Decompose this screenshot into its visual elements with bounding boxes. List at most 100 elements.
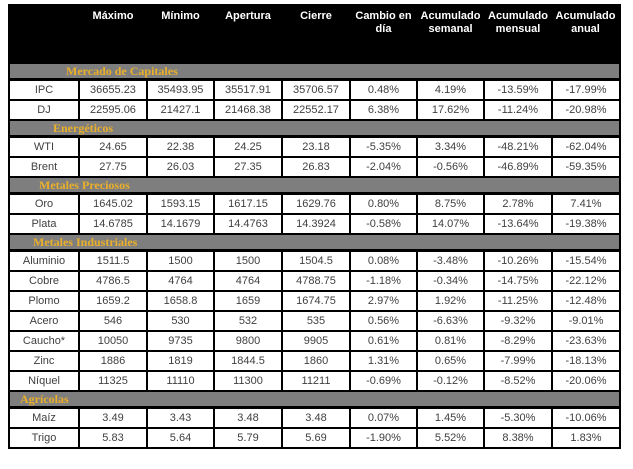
cell-value: 11300 <box>213 370 283 392</box>
cell-value: -18.13% <box>551 350 621 372</box>
cell-value: -10.06% <box>551 406 621 429</box>
cell-value: 1.83% <box>551 427 621 449</box>
cell-value: -9.32% <box>483 310 553 332</box>
cell-value: -0.34% <box>416 270 485 292</box>
cell-value: 35706.57 <box>281 78 351 101</box>
cell-value: -48.21% <box>483 135 553 158</box>
cell-value: 5.79 <box>213 427 283 449</box>
cell-value: 1629.76 <box>281 192 351 215</box>
cell-value: -59.35% <box>551 156 621 178</box>
table-row: IPC 36655.23 35493.95 35517.91 35706.57 0.48%… <box>8 78 621 101</box>
cell-value: 14.4763 <box>213 213 283 235</box>
cell-value: 1886 <box>78 350 148 372</box>
cell-value: -19.38% <box>551 213 621 235</box>
cell-value: 0.07% <box>349 406 418 429</box>
cell-value: 8.75% <box>416 192 485 215</box>
section-header-row: Energéticos <box>8 119 621 138</box>
cell-value: 1860 <box>281 350 351 372</box>
cell-value: 4764 <box>146 270 215 292</box>
cell-value: -17.99% <box>551 78 621 101</box>
cell-value: -11.25% <box>483 290 553 312</box>
cell-value: 10050 <box>78 330 148 352</box>
cell-value: 1.92% <box>416 290 485 312</box>
cell-value: 0.65% <box>416 350 485 372</box>
row-label: Acero <box>8 310 80 332</box>
col-header-acumulado-semanal: Acumulado semanal <box>417 5 484 63</box>
cell-value: -14.75% <box>483 270 553 292</box>
cell-value: 6.38% <box>349 99 418 121</box>
cell-value: 1659 <box>213 290 283 312</box>
cell-value: 1500 <box>146 249 215 272</box>
cell-value: 0.80% <box>349 192 418 215</box>
cell-value: -13.64% <box>483 213 553 235</box>
cell-value: 11110 <box>146 370 215 392</box>
cell-value: 0.56% <box>349 310 418 332</box>
cell-value: -20.06% <box>551 370 621 392</box>
cell-value: 22552.17 <box>281 99 351 121</box>
table-body: Mercado de Capitales IPC 36655.23 35493.95 3… <box>8 62 621 449</box>
section-title: Mercado de Capitales <box>8 62 621 81</box>
section-title: Metales Industriales <box>8 233 621 252</box>
cell-value: 5.69 <box>281 427 351 449</box>
cell-value: 23.18 <box>281 135 351 158</box>
cell-value: 3.49 <box>78 406 148 429</box>
cell-value: -2.04% <box>349 156 418 178</box>
cell-value: 1511.5 <box>78 249 148 272</box>
cell-value: -12.48% <box>551 290 621 312</box>
cell-value: -8.52% <box>483 370 553 392</box>
cell-value: 22.38 <box>146 135 215 158</box>
col-header-cambio-dia: Cambio en día <box>350 5 417 63</box>
cell-value: -8.29% <box>483 330 553 352</box>
cell-value: 0.81% <box>416 330 485 352</box>
cell-value: -0.69% <box>349 370 418 392</box>
cell-value: 3.48 <box>213 406 283 429</box>
col-header-apertura: Apertura <box>214 5 282 63</box>
cell-value: -0.58% <box>349 213 418 235</box>
cell-value: 22595.06 <box>78 99 148 121</box>
cell-value: 14.6785 <box>78 213 148 235</box>
col-header-minimo: Mínimo <box>147 5 214 63</box>
cell-value: -9.01% <box>551 310 621 332</box>
cell-value: 35517.91 <box>213 78 283 101</box>
row-label: Zinc <box>8 350 80 372</box>
cell-value: 11211 <box>281 370 351 392</box>
cell-value: -15.54% <box>551 249 621 272</box>
cell-value: 1844.5 <box>213 350 283 372</box>
row-label: Brent <box>8 156 80 178</box>
cell-value: 26.03 <box>146 156 215 178</box>
cell-value: 0.61% <box>349 330 418 352</box>
cell-value: 3.43 <box>146 406 215 429</box>
cell-value: 530 <box>146 310 215 332</box>
row-label: Caucho* <box>8 330 80 352</box>
row-label: Cobre <box>8 270 80 292</box>
cell-value: 1.45% <box>416 406 485 429</box>
cell-value: 11325 <box>78 370 148 392</box>
cell-value: -7.99% <box>483 350 553 372</box>
row-label: Oro <box>8 192 80 215</box>
cell-value: -3.48% <box>416 249 485 272</box>
cell-value: 9905 <box>281 330 351 352</box>
table-row: Oro 1645.02 1593.15 1617.15 1629.76 0.80% 8.75… <box>8 192 621 215</box>
cell-value: 5.52% <box>416 427 485 449</box>
cell-value: -0.56% <box>416 156 485 178</box>
cell-value: 27.75 <box>78 156 148 178</box>
table-row: Níquel 11325 11110 11300 11211 -0.69% -0.12% -8… <box>8 370 621 392</box>
cell-value: -1.18% <box>349 270 418 292</box>
table-row: Acero 546 530 532 535 0.56% -6.63% -9.32% -9.01% <box>8 310 621 332</box>
table-row: Maíz 3.49 3.43 3.48 3.48 0.07% 1.45% -5.30% -10.… <box>8 406 621 429</box>
cell-value: 9735 <box>146 330 215 352</box>
row-label: Aluminio <box>8 249 80 272</box>
cell-value: 1504.5 <box>281 249 351 272</box>
cell-value: -10.26% <box>483 249 553 272</box>
row-label: Plomo <box>8 290 80 312</box>
cell-value: 3.34% <box>416 135 485 158</box>
table-row: Trigo 5.83 5.64 5.79 5.69 -1.90% 5.52% 8.38% 1.8… <box>8 427 621 449</box>
cell-value: -20.98% <box>551 99 621 121</box>
cell-value: -13.59% <box>483 78 553 101</box>
cell-value: 7.41% <box>551 192 621 215</box>
row-label: Trigo <box>8 427 80 449</box>
cell-value: -22.12% <box>551 270 621 292</box>
cell-value: -62.04% <box>551 135 621 158</box>
cell-value: 14.1679 <box>146 213 215 235</box>
table-row: Cobre 4786.5 4764 4764 4788.75 -1.18% -0.34% -1… <box>8 270 621 292</box>
